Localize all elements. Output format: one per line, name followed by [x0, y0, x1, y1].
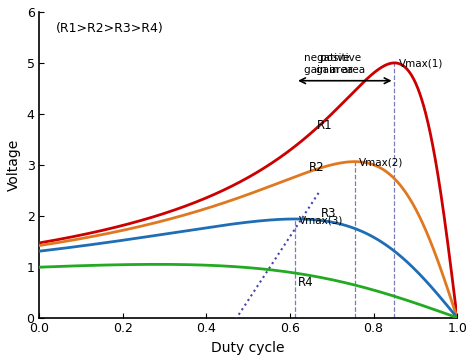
- Text: Vmax(3): Vmax(3): [300, 215, 344, 225]
- Text: R3: R3: [321, 207, 337, 220]
- Text: (R1>R2>R3>R4): (R1>R2>R3>R4): [56, 22, 164, 35]
- Text: Vmax(1): Vmax(1): [399, 59, 443, 69]
- Text: Vmax(2): Vmax(2): [359, 158, 403, 168]
- Text: R2: R2: [309, 161, 324, 174]
- Text: negative
gain area: negative gain area: [303, 53, 353, 75]
- Text: positive
gain area: positive gain area: [316, 53, 365, 75]
- Y-axis label: Voltage: Voltage: [7, 139, 21, 191]
- X-axis label: Duty cycle: Duty cycle: [211, 341, 285, 355]
- Text: R1: R1: [317, 119, 333, 132]
- Text: R4: R4: [298, 275, 314, 289]
